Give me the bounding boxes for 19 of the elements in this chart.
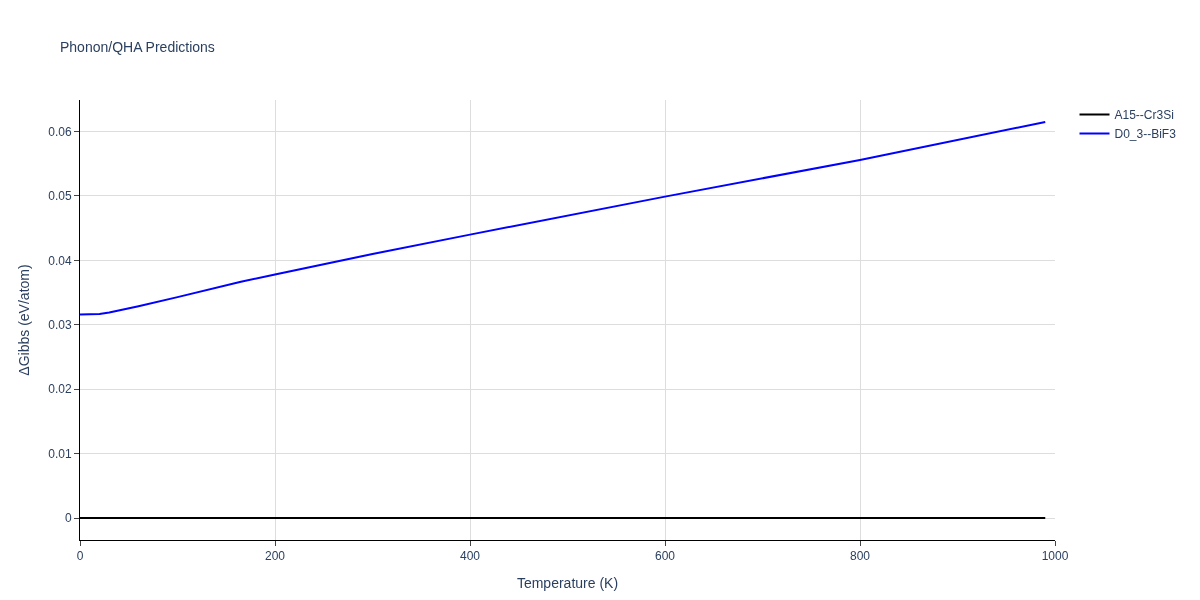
x-tick-label: 600	[654, 549, 676, 564]
y-tick-label: 0.05	[48, 189, 72, 204]
y-tick-label: 0.04	[48, 253, 72, 268]
y-tick-label: 0	[64, 511, 72, 526]
y-axis-title: ΔGibbs (eV/atom)	[15, 264, 32, 376]
chart-title: Phonon/QHA Predictions	[60, 38, 215, 55]
line-series	[80, 120, 1047, 316]
x-tick-label: 0	[76, 549, 84, 564]
legend-label: A15--Cr3Si	[1114, 108, 1174, 123]
x-tick-label: 1000	[1041, 549, 1069, 564]
y-tick-label: 0.02	[48, 382, 72, 397]
y-tick-label: 0.03	[48, 318, 72, 333]
y-tick-label: 0.06	[48, 124, 72, 139]
legend-label: D0_3--BiF3	[1114, 127, 1177, 142]
x-tick-label: 800	[849, 549, 871, 564]
y-tick-label: 0.01	[48, 446, 72, 461]
x-tick-label: 400	[459, 549, 481, 564]
x-tick-label: 200	[264, 549, 286, 564]
x-axis-title: Temperature (K)	[516, 574, 619, 591]
